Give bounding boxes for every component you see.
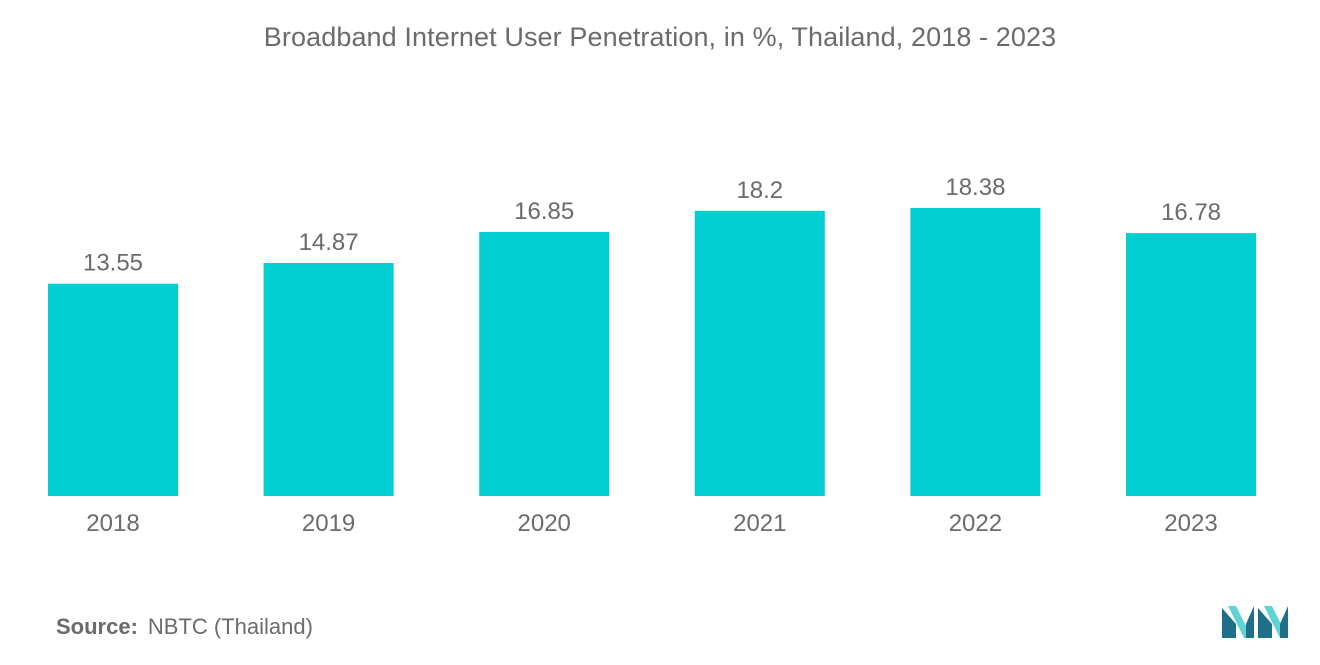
bar-2020: [479, 232, 610, 496]
data-label-2021: 18.2: [736, 177, 783, 204]
data-label-2022: 18.38: [945, 174, 1005, 201]
mordor-logo-icon: [1222, 606, 1288, 638]
x-tick-label-2019: 2019: [302, 510, 355, 537]
source-text: NBTC (Thailand): [147, 614, 313, 639]
bar-2021: [694, 210, 825, 497]
chart-title: Broadband Internet User Penetration, in …: [263, 22, 1057, 52]
data-label-2020: 16.85: [514, 198, 574, 225]
bar-2019: [263, 263, 394, 496]
x-tick-label-2020: 2020: [518, 510, 571, 537]
x-tick-label-2023: 2023: [1164, 510, 1217, 537]
bar-2018: [48, 283, 178, 496]
x-tick-label-2018: 2018: [86, 510, 139, 537]
data-label-2023: 16.78: [1161, 199, 1221, 226]
bar-2022: [910, 208, 1041, 496]
bar-2023: [1126, 233, 1256, 496]
data-label-2018: 13.55: [83, 250, 143, 277]
data-label-2019: 14.87: [299, 229, 359, 256]
source-note: Source: NBTC (Thailand): [56, 614, 313, 640]
x-tick-label-2022: 2022: [949, 510, 1002, 537]
x-tick-label-2021: 2021: [733, 510, 786, 537]
source-label: Source:: [56, 614, 138, 639]
